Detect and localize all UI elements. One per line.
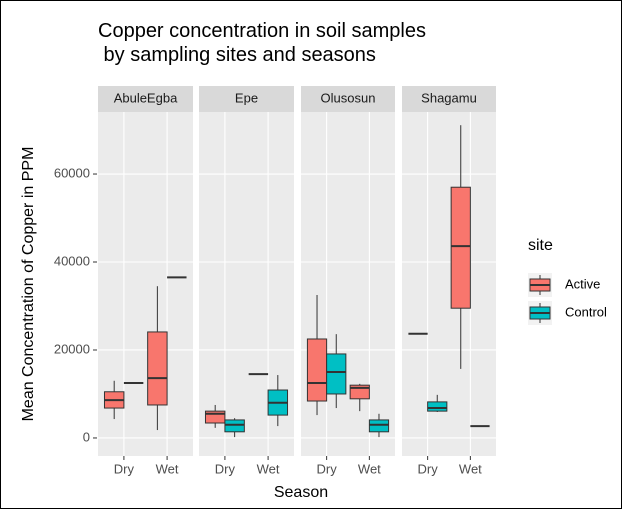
x-tick-label: Wet — [156, 461, 179, 476]
box — [368, 419, 390, 433]
box — [326, 353, 347, 395]
box — [306, 338, 328, 402]
x-tick-label: Dry — [114, 461, 135, 476]
x-tick-label: Dry — [418, 461, 439, 476]
x-tick-label: Wet — [358, 461, 381, 476]
y-tick-label: 0 — [83, 429, 90, 444]
strip-label: Olusosun — [321, 90, 376, 105]
strip-label: Shagamu — [421, 90, 477, 105]
strip-background — [402, 86, 496, 112]
legend-label: Control — [565, 304, 607, 319]
strip-background — [98, 86, 193, 112]
chart-title: Copper concentration in soil samples by … — [98, 20, 426, 66]
box — [450, 186, 471, 309]
box — [224, 419, 245, 433]
box — [427, 401, 448, 412]
panel-background — [301, 112, 395, 456]
legend-label: Active — [565, 276, 600, 291]
strip-background — [301, 86, 395, 112]
x-tick-label: Dry — [215, 461, 236, 476]
legend-title: site — [528, 237, 553, 254]
x-tick-label: Dry — [317, 461, 338, 476]
strip-label: Epe — [235, 90, 258, 105]
strip-label: AbuleEgba — [114, 90, 178, 105]
x-tick-label: Wet — [257, 461, 280, 476]
y-axis-label: Mean Concentration of Copper in PPM — [20, 147, 37, 422]
x-axis-label: Season — [274, 484, 328, 501]
panel-background — [402, 112, 496, 456]
strip-background — [199, 86, 294, 112]
y-tick-label: 60000 — [54, 165, 90, 180]
x-tick-label: Wet — [459, 461, 482, 476]
box — [147, 331, 168, 406]
box — [204, 410, 226, 424]
y-tick-label: 20000 — [54, 341, 90, 356]
y-tick-label: 40000 — [54, 253, 90, 268]
